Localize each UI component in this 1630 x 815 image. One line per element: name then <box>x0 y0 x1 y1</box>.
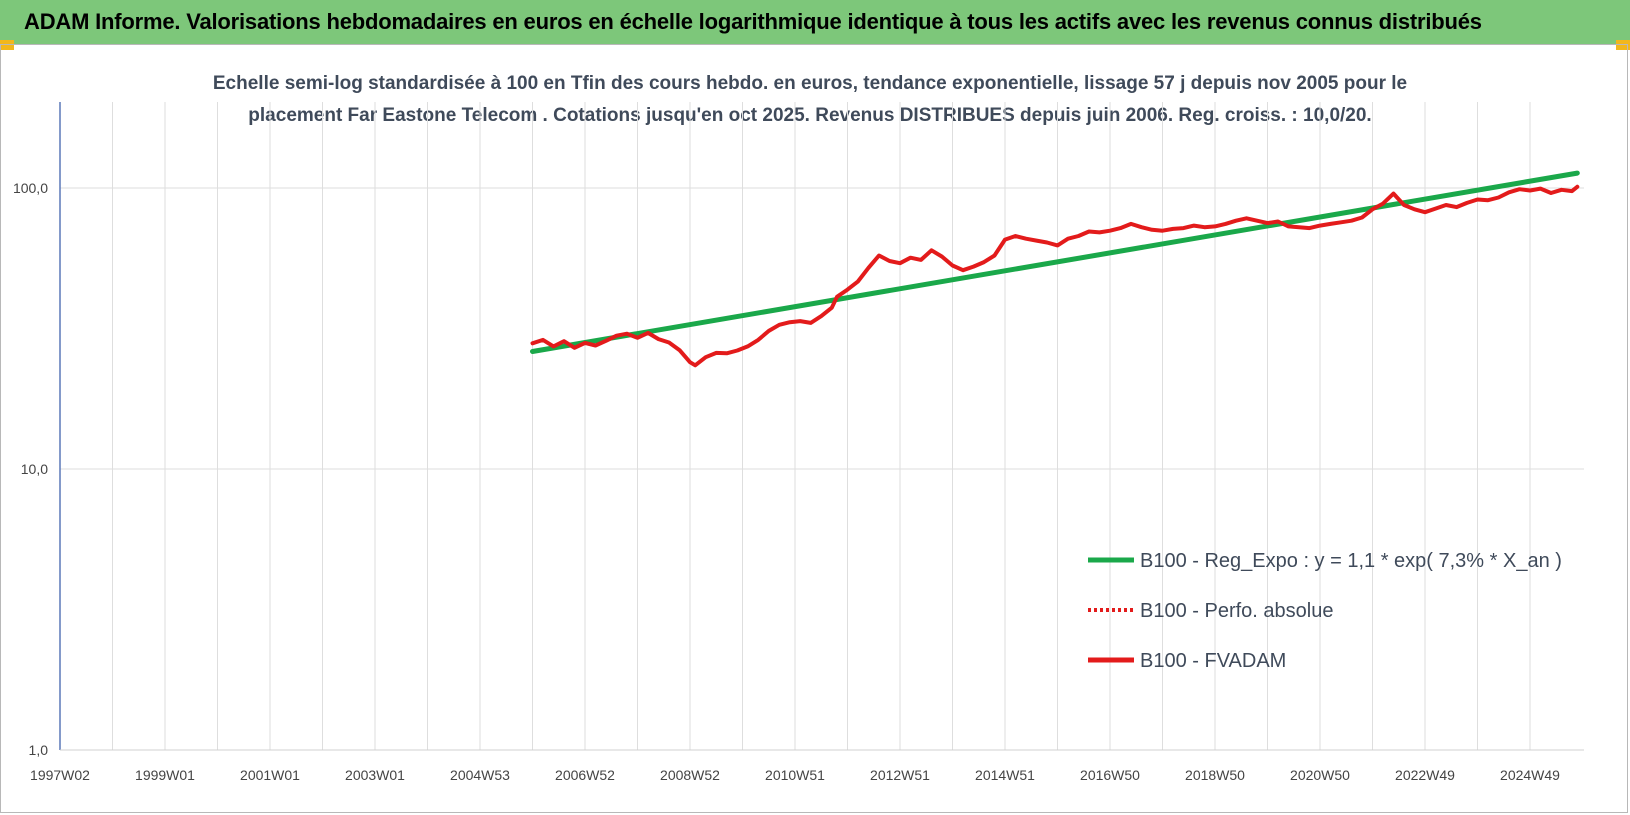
chart-title-line-1: Echelle semi-log standardisée à 100 en T… <box>212 73 1408 94</box>
chart-title-line-2: placement Far Eastone Telecom . Cotation… <box>248 105 1372 126</box>
x-tick-label: 2022W49 <box>1395 767 1455 783</box>
x-tick-label: 2014W51 <box>975 767 1035 783</box>
x-tick-label: 1997W02 <box>30 767 90 783</box>
x-tick-label: 2004W53 <box>450 767 510 783</box>
legend-label: B100 - Reg_Expo : y = 1,1 * exp( 7,3% * … <box>1140 550 1562 572</box>
series-line-0 <box>530 170 1580 354</box>
x-tick-label: 2020W50 <box>1290 767 1350 783</box>
y-tick-label: 1,0 <box>29 742 49 758</box>
legend-label: B100 - FVADAM <box>1140 650 1286 672</box>
y-tick-label: 100,0 <box>13 180 48 196</box>
x-tick-label: 2016W50 <box>1080 767 1140 783</box>
x-tick-label: 1999W01 <box>135 767 195 783</box>
header-band <box>0 0 1630 44</box>
x-tick-label: 2003W01 <box>345 767 405 783</box>
grid-layer <box>60 102 1584 751</box>
x-tick-label: 2008W52 <box>660 767 720 783</box>
legend: B100 - Reg_Expo : y = 1,1 * exp( 7,3% * … <box>1088 550 1562 672</box>
legend-label: B100 - Perfo. absolue <box>1140 600 1333 622</box>
page-title: ADAM Informe. Valorisations hebdomadaire… <box>24 9 1482 34</box>
x-tick-label: 2001W01 <box>240 767 300 783</box>
series-layer <box>530 170 1580 368</box>
chart-frame <box>0 44 1628 813</box>
corner-marker-left <box>0 40 14 50</box>
y-tick-label: 10,0 <box>21 461 48 477</box>
x-tick-label: 2006W52 <box>555 767 615 783</box>
x-tick-label: 2010W51 <box>765 767 825 783</box>
x-tick-label: 2018W50 <box>1185 767 1245 783</box>
axis-layer: 1,0 10,0 100,0 1997W02 1999W01 2001W01 2003W01… <box>13 102 1584 783</box>
series-line-2 <box>530 184 1580 368</box>
corner-marker-right <box>1616 40 1630 50</box>
x-tick-label: 2024W49 <box>1500 767 1560 783</box>
x-tick-label: 2012W51 <box>870 767 930 783</box>
